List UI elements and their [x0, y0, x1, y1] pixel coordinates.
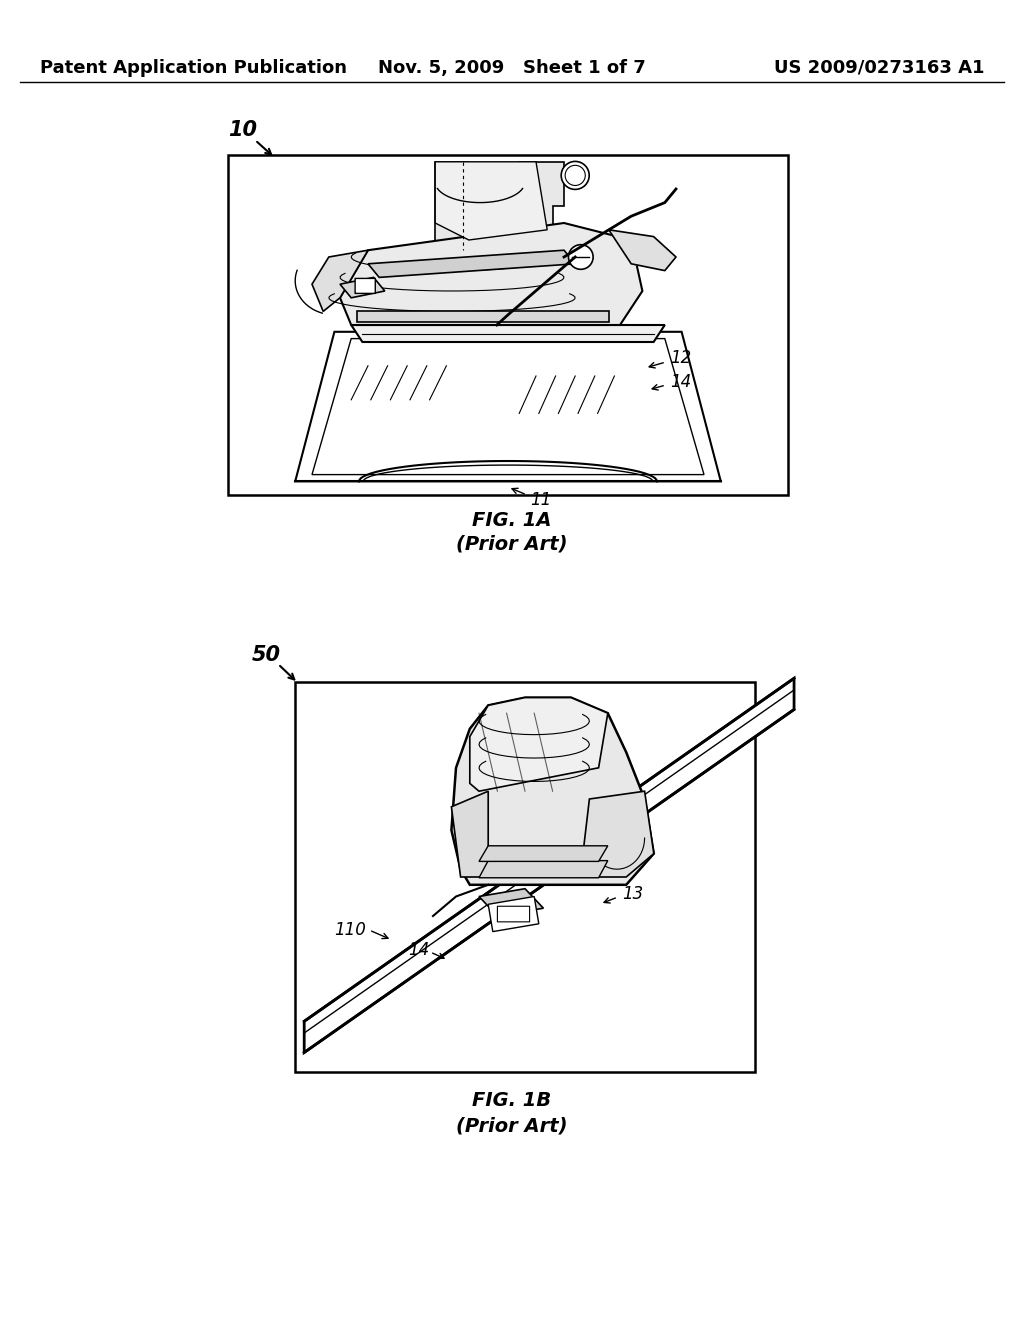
Circle shape	[561, 161, 589, 189]
Polygon shape	[581, 791, 653, 876]
Polygon shape	[295, 331, 721, 482]
Bar	[295, 682, 755, 1072]
Bar	[228, 154, 788, 495]
Text: 13: 13	[622, 884, 643, 903]
Polygon shape	[340, 223, 642, 325]
Polygon shape	[488, 896, 539, 932]
Polygon shape	[479, 846, 608, 862]
Polygon shape	[470, 697, 608, 791]
Text: US 2009/0273163 A1: US 2009/0273163 A1	[773, 59, 984, 77]
Polygon shape	[519, 162, 564, 325]
Polygon shape	[368, 251, 575, 277]
FancyBboxPatch shape	[498, 907, 529, 921]
Text: 12: 12	[670, 348, 691, 367]
Polygon shape	[304, 678, 794, 1052]
Text: Patent Application Publication: Patent Application Publication	[40, 59, 347, 77]
Polygon shape	[312, 251, 368, 312]
Polygon shape	[435, 162, 547, 240]
Text: 10: 10	[228, 120, 257, 140]
FancyBboxPatch shape	[355, 279, 375, 293]
Polygon shape	[479, 888, 544, 916]
Text: FIG. 1B: FIG. 1B	[472, 1090, 552, 1110]
Text: (Prior Art): (Prior Art)	[457, 1117, 567, 1135]
Polygon shape	[356, 312, 609, 322]
Polygon shape	[609, 230, 676, 271]
Text: Nov. 5, 2009   Sheet 1 of 7: Nov. 5, 2009 Sheet 1 of 7	[378, 59, 646, 77]
Polygon shape	[479, 861, 608, 878]
Text: 14: 14	[670, 374, 691, 391]
Polygon shape	[452, 697, 653, 884]
Polygon shape	[435, 162, 469, 325]
Polygon shape	[452, 791, 488, 876]
Polygon shape	[340, 277, 385, 298]
Circle shape	[565, 165, 586, 186]
Circle shape	[568, 244, 593, 269]
Text: 14: 14	[408, 941, 429, 960]
Polygon shape	[312, 339, 705, 475]
Text: FIG. 1A: FIG. 1A	[472, 511, 552, 529]
Text: (Prior Art): (Prior Art)	[457, 535, 567, 553]
Text: 11: 11	[530, 491, 551, 510]
Text: 50: 50	[252, 645, 281, 665]
Text: 110: 110	[334, 921, 366, 939]
Polygon shape	[351, 325, 665, 342]
